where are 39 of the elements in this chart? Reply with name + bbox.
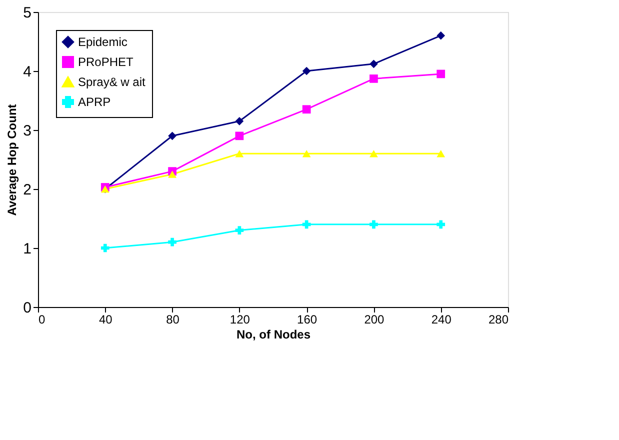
x-tick-label: 240 xyxy=(431,312,452,326)
point xyxy=(168,170,176,178)
y-tick-label: 4 xyxy=(23,64,32,80)
point xyxy=(302,66,311,76)
point xyxy=(235,116,244,126)
point xyxy=(235,226,244,234)
point xyxy=(370,74,378,83)
point xyxy=(436,220,446,229)
x-tick-label: 160 xyxy=(297,312,318,326)
x-tick-label: 80 xyxy=(166,312,180,326)
legend-label: Spray& w ait xyxy=(78,75,146,89)
x-tick-label: 0 xyxy=(38,312,46,326)
point xyxy=(436,31,446,40)
x-axis-title: No, of Nodes xyxy=(236,328,311,342)
point xyxy=(302,150,311,158)
legend-label: PRoPHET xyxy=(78,55,134,69)
point xyxy=(100,244,110,252)
y-tick-label: 1 xyxy=(23,240,32,258)
point xyxy=(370,60,378,68)
legend-label: Epidemic xyxy=(78,35,128,49)
point xyxy=(235,132,244,140)
point xyxy=(302,220,311,229)
point xyxy=(168,132,176,140)
point xyxy=(370,220,378,229)
x-tick-label: 40 xyxy=(98,312,113,326)
point xyxy=(168,238,176,246)
x-tick-label: 120 xyxy=(230,312,250,326)
point xyxy=(370,150,378,158)
x-tick-label: 200 xyxy=(364,312,385,326)
y-tick-label: 5 xyxy=(23,4,32,22)
point xyxy=(436,150,446,158)
x-tick-label: 280 xyxy=(488,312,509,326)
y-axis-title: Average Hop Count xyxy=(5,104,20,216)
y-tick-label: 2 xyxy=(23,182,32,198)
point xyxy=(302,105,311,114)
point xyxy=(235,150,244,158)
point xyxy=(436,70,446,78)
legend-label: APRP xyxy=(78,95,111,109)
y-tick-label: 3 xyxy=(23,122,32,140)
